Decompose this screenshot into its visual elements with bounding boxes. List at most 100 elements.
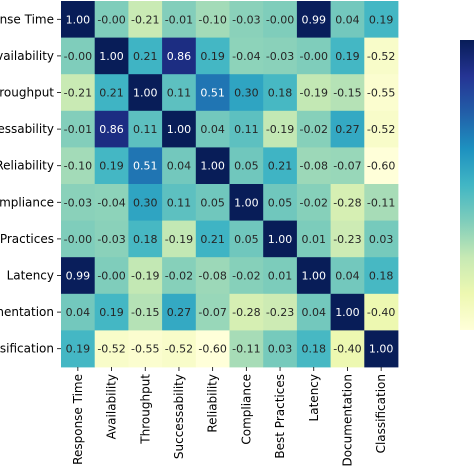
cell-value-label: -0.15 [333, 87, 361, 100]
cell-value-label: -0.03 [64, 196, 92, 209]
heatmap-cell [94, 184, 129, 221]
heatmap-cell [229, 110, 264, 148]
cell-value-label: 0.19 [66, 343, 91, 356]
heatmap-cell [330, 1, 365, 38]
cell-value-label: 1.00 [335, 306, 360, 319]
heatmap-cell [61, 37, 96, 75]
cell-value-label: -0.03 [232, 13, 260, 26]
cell-value-label: -0.00 [64, 50, 92, 63]
cell-value-label: -0.11 [232, 343, 260, 356]
heatmap-cell [330, 220, 365, 258]
heatmap-cell [61, 74, 96, 112]
cell-value-label: 0.51 [133, 160, 158, 173]
cell-value-label: 0.86 [167, 50, 192, 63]
heatmap-cell [195, 37, 230, 75]
row-tick-label: hroughput [0, 86, 54, 100]
heatmap-cell [162, 1, 197, 38]
heatmap-cell [364, 293, 399, 331]
heatmap-cell [94, 110, 129, 148]
cell-value-label: -0.00 [97, 13, 125, 26]
column-tick-label: Classification [374, 374, 388, 453]
row-tick-label: vailability [0, 49, 54, 63]
heatmap-cell [162, 257, 197, 295]
heatmap-cell [364, 110, 399, 148]
cell-value-label: -0.00 [266, 13, 294, 26]
cell-value-label: 0.03 [369, 233, 394, 246]
heatmap-cell [364, 74, 399, 112]
cell-value-label: -0.52 [367, 50, 395, 63]
heatmap-cell [229, 74, 264, 112]
heatmap-cell [229, 37, 264, 75]
heatmap-cell [330, 37, 365, 75]
cell-value-label: -0.10 [64, 160, 92, 173]
heatmap-cell [229, 147, 264, 185]
heatmap-cell [128, 110, 163, 148]
cell-value-label: -0.60 [198, 343, 226, 356]
heatmap-cell [263, 184, 298, 221]
cell-value-label: 0.21 [99, 87, 124, 100]
heatmap-cell [195, 184, 230, 221]
column-tick-label: Successability [172, 374, 186, 459]
cell-value-label: -0.52 [165, 343, 193, 356]
heatmap-cell [94, 330, 129, 368]
heatmap-cell [364, 184, 399, 221]
cell-value-label: -0.03 [266, 50, 294, 63]
cell-value-label: 0.04 [335, 270, 360, 283]
heatmap-cell [162, 330, 197, 368]
column-tick-label: Documentation [340, 374, 354, 467]
cell-value-label: -0.07 [198, 306, 226, 319]
heatmap-cell [195, 330, 230, 368]
heatmap-cell [229, 1, 264, 38]
heatmap-cell [296, 74, 331, 112]
heatmap-cell [330, 184, 365, 221]
cell-value-label: -0.00 [64, 233, 92, 246]
heatmap-cell [94, 220, 129, 258]
heatmap-cell [128, 184, 163, 221]
heatmap-cell [61, 293, 96, 331]
heatmap-cell [229, 293, 264, 331]
cell-value-label: 0.05 [234, 160, 259, 173]
cell-value-label: 0.19 [335, 50, 360, 63]
heatmap-cell [229, 257, 264, 295]
row-tick-label: ssification [0, 342, 54, 356]
column-tick-label: Latency [307, 374, 321, 421]
heatmap-cell [61, 110, 96, 148]
heatmap-cell [330, 74, 365, 112]
heatmap-cell [296, 184, 331, 221]
heatmap-cell [61, 147, 96, 185]
cell-value-label: 0.11 [167, 196, 192, 209]
cell-value-label: 1.00 [66, 13, 91, 26]
heatmap-cell [94, 257, 129, 295]
cell-value-label: 0.99 [302, 13, 327, 26]
cell-value-label: 0.11 [234, 123, 259, 136]
cell-value-label: -0.08 [198, 270, 226, 283]
cell-value-label: 1.00 [200, 160, 225, 173]
cell-value-label: -0.52 [367, 123, 395, 136]
cell-value-label: -0.28 [333, 196, 361, 209]
cell-value-label: -0.23 [266, 306, 294, 319]
heatmap-cell [364, 147, 399, 185]
heatmap-cell [61, 184, 96, 221]
heatmap-cell [263, 37, 298, 75]
heatmap-cell [94, 74, 129, 112]
heatmap-cell [195, 257, 230, 295]
cell-value-label: 1.00 [234, 196, 259, 209]
cell-value-label: 1.00 [369, 343, 394, 356]
heatmap-cell [195, 110, 230, 148]
cell-value-label: 0.04 [302, 306, 327, 319]
cell-value-label: 0.27 [335, 123, 360, 136]
heatmap-cell [94, 293, 129, 331]
column-tick-label: Best Practices [273, 374, 287, 459]
heatmap-cell [330, 293, 365, 331]
heatmap-cell [263, 1, 298, 38]
heatmap-cell [94, 1, 129, 38]
heatmap-cell [195, 293, 230, 331]
heatmap-cell [296, 1, 331, 38]
cell-value-label: -0.02 [300, 196, 328, 209]
cell-value-label: 0.21 [200, 233, 225, 246]
heatmap-cell [364, 220, 399, 258]
heatmap-cell [128, 330, 163, 368]
heatmap-cell [162, 220, 197, 258]
cell-value-label: -0.52 [97, 343, 125, 356]
cell-value-label: -0.28 [232, 306, 260, 319]
